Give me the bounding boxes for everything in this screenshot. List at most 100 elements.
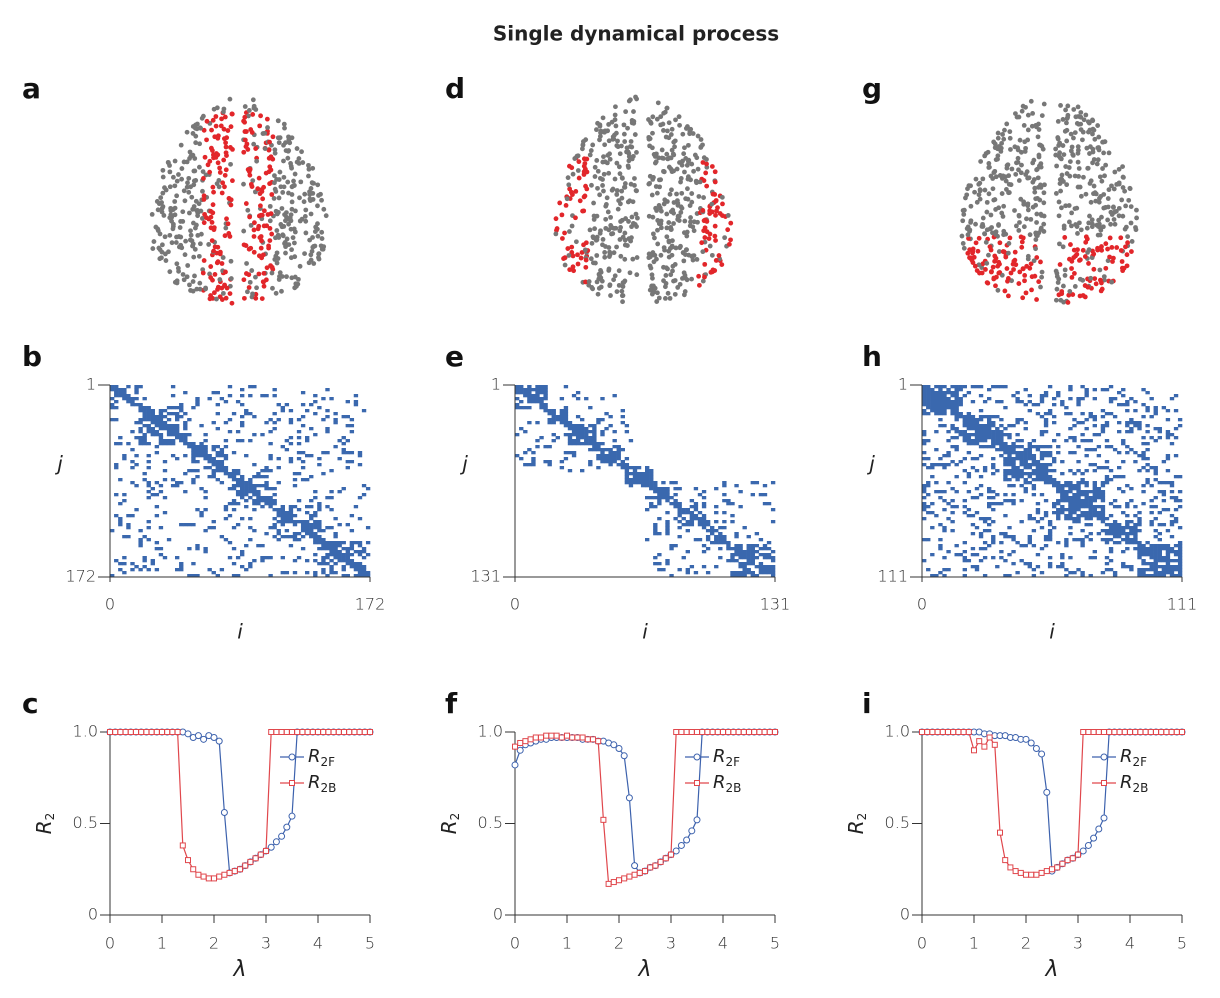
brain-node <box>216 184 222 190</box>
brain-node <box>220 255 226 260</box>
matrix-cell <box>138 427 143 431</box>
matrix-cell <box>207 568 212 572</box>
brain-node <box>602 142 608 148</box>
matrix-cell <box>325 427 330 431</box>
brain-node <box>1096 221 1102 227</box>
brain-node <box>197 286 203 292</box>
matrix-cell <box>1047 454 1053 458</box>
matrix-cell <box>240 490 245 494</box>
matrix-cell <box>1137 517 1142 521</box>
matrix-cell <box>329 508 334 512</box>
matrix-cell <box>738 562 743 566</box>
brain-node-red <box>224 216 229 222</box>
matrix-cell <box>361 568 367 572</box>
matrix-cell <box>685 571 690 575</box>
brain-node <box>186 175 192 181</box>
matrix-cell <box>1161 499 1167 503</box>
matrix-cell <box>300 415 306 419</box>
brain-node <box>290 235 296 241</box>
matrix-cell <box>1161 568 1167 572</box>
matrix-cell <box>1177 547 1183 551</box>
brain-node-red <box>710 191 716 197</box>
marker <box>1059 860 1066 867</box>
matrix-cell <box>191 523 196 527</box>
brain-node <box>658 122 664 128</box>
legend-label: R2B <box>713 772 741 795</box>
marker <box>600 816 607 823</box>
matrix-cell <box>313 532 318 536</box>
matrix-cell <box>280 535 285 539</box>
brain-node <box>611 277 617 283</box>
matrix-cell <box>1043 499 1049 503</box>
matrix-cell <box>701 520 707 524</box>
matrix-cell <box>1092 388 1097 392</box>
brain-node <box>986 161 992 166</box>
matrix-cell <box>991 520 996 524</box>
brain-node <box>1019 108 1025 114</box>
matrix-cell <box>1011 538 1016 542</box>
matrix-cell <box>738 547 743 551</box>
matrix-cell <box>922 385 927 389</box>
matrix-cell <box>1072 451 1077 455</box>
brain-node <box>1128 220 1134 226</box>
matrix-cell <box>1125 505 1130 509</box>
matrix-cell <box>995 439 1000 443</box>
brain-node <box>664 199 670 204</box>
matrix-cell <box>341 547 346 551</box>
brain-node <box>1120 164 1125 169</box>
matrix-cell <box>268 574 273 578</box>
matrix-cell <box>991 502 996 506</box>
matrix-cell <box>974 433 980 437</box>
brain-node-red <box>256 175 262 181</box>
brain-node <box>678 176 684 181</box>
brain-node <box>199 115 205 121</box>
matrix-cell <box>114 463 119 467</box>
matrix-cell <box>227 514 233 518</box>
matrix-cell <box>958 388 963 392</box>
marker <box>361 729 368 735</box>
marker <box>210 733 218 741</box>
brain-node <box>1096 217 1102 223</box>
matrix-cell <box>1169 574 1175 578</box>
matrix-cell <box>272 394 277 398</box>
brain-node <box>634 272 640 278</box>
matrix-cell <box>130 466 135 470</box>
matrix-cell <box>219 448 225 452</box>
matrix-cell <box>1149 499 1154 503</box>
matrix-cell <box>555 418 560 422</box>
matrix-cell <box>199 487 204 491</box>
brain-node <box>1027 232 1033 238</box>
matrix-cell <box>762 565 768 569</box>
brain-node <box>272 147 278 153</box>
matrix-cell <box>1173 559 1179 563</box>
brain-node <box>614 289 620 294</box>
marker <box>1023 871 1029 878</box>
matrix-cell <box>317 463 322 467</box>
matrix-cell <box>199 514 204 518</box>
matrix-cell <box>333 550 338 554</box>
matrix-cell <box>653 556 658 560</box>
matrix-cell <box>1157 511 1162 515</box>
brain-node <box>603 202 609 207</box>
matrix-cell <box>357 544 363 548</box>
brain-node <box>1072 173 1078 179</box>
matrix-cell <box>1052 403 1057 407</box>
matrix-cell <box>636 466 642 470</box>
matrix-cell <box>926 511 931 515</box>
brain-node <box>174 193 180 199</box>
brain-node <box>691 228 697 234</box>
matrix-cell <box>1027 472 1032 476</box>
matrix-cell <box>1153 529 1158 533</box>
matrix-cell <box>1003 478 1008 482</box>
matrix-cell <box>329 565 334 569</box>
matrix-cell <box>280 517 285 521</box>
matrix-cell <box>1068 451 1073 455</box>
matrix-cell <box>750 550 755 554</box>
matrix-cell <box>689 520 695 524</box>
matrix-cell <box>1007 469 1012 473</box>
brain-node <box>188 184 194 190</box>
matrix-cell <box>995 415 1000 419</box>
x-tick-label: 2 <box>209 934 219 953</box>
matrix-cell <box>946 451 951 455</box>
brain-node <box>186 189 192 195</box>
